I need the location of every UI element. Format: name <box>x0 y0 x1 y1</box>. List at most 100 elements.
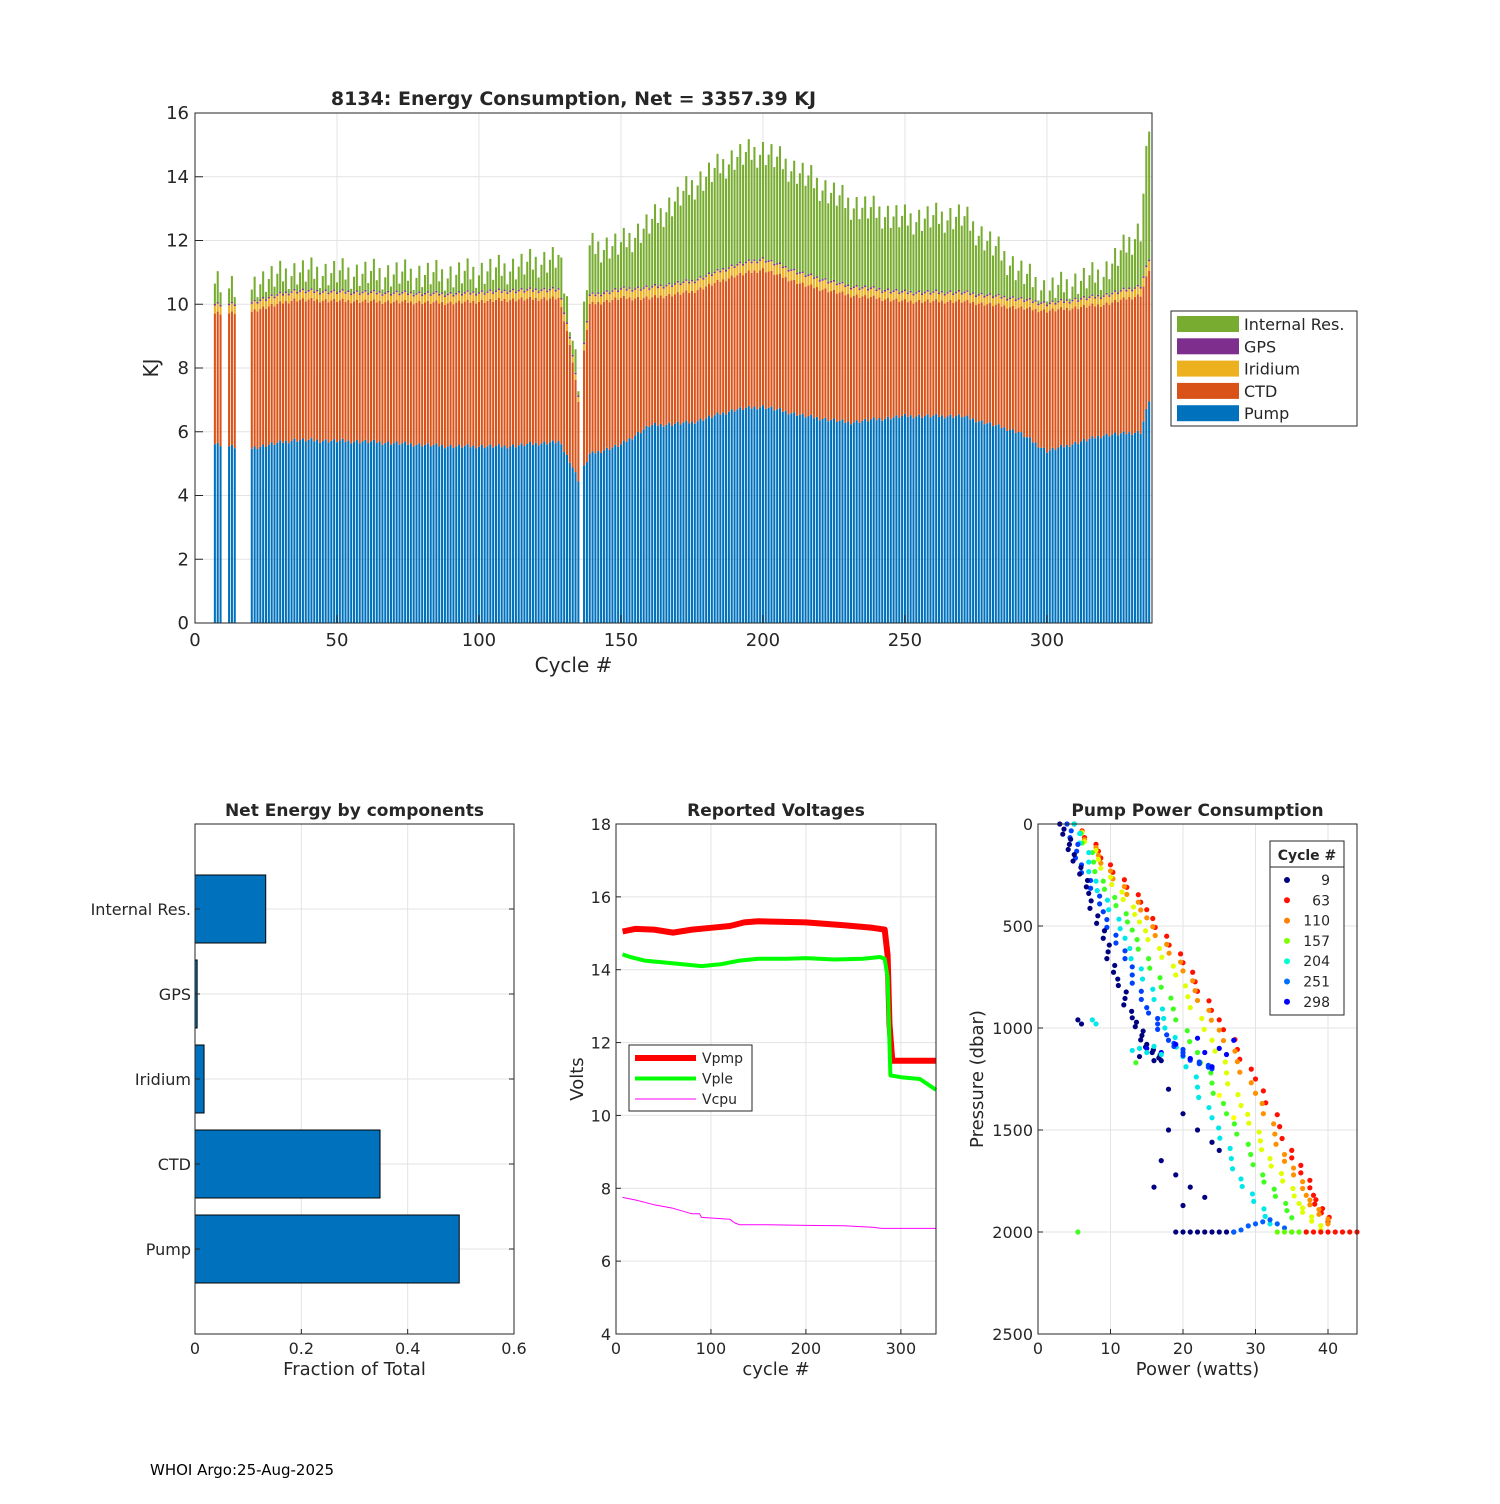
voltages-y-tick-label: 14 <box>591 961 611 980</box>
energy-bar-pump <box>881 420 884 623</box>
pump-point-diag_red <box>1274 1112 1280 1118</box>
energy-bar-ctd <box>455 302 458 447</box>
energy-bar-iridium <box>886 290 889 299</box>
energy-bar-pump <box>940 415 943 623</box>
energy-bar-iridium <box>824 279 827 289</box>
energy-bar-pump <box>1000 428 1003 623</box>
energy-bar-gps <box>1125 289 1128 292</box>
energy-bar-gps <box>489 289 492 291</box>
energy-bar-ctd <box>443 304 446 449</box>
energy-bar-ctd <box>1139 296 1142 434</box>
energy-bar-iridium <box>250 303 253 312</box>
energy-bar-ctd <box>353 301 356 442</box>
energy-bar-internal_res <box>503 263 506 290</box>
energy-bar-ctd <box>980 302 983 421</box>
pump-point-diag_navy <box>1087 905 1093 911</box>
energy-bar-iridium <box>909 292 912 301</box>
pump-point-bottom_navy <box>1173 1229 1179 1235</box>
energy-bar-internal_res <box>310 257 313 289</box>
pump-point-diag_green <box>1173 1017 1179 1023</box>
energy-bar-ctd <box>523 300 526 447</box>
energy-bar-gps <box>881 291 884 293</box>
energy-bar-iridium <box>980 294 983 303</box>
energy-bar-iridium <box>903 291 906 300</box>
energy-bar-ctd <box>617 299 620 447</box>
energy-bar-gps <box>540 289 543 292</box>
energy-bar-pump <box>611 447 614 623</box>
energy-bar-gps <box>506 292 509 294</box>
energy-bar-internal_res <box>892 216 895 291</box>
energy-bar-gps <box>602 292 605 295</box>
energy-bar-iridium <box>688 283 691 294</box>
energy-bar-gps <box>895 289 898 291</box>
pump-point-diag_green <box>1145 956 1152 962</box>
energy-bar-gps <box>389 293 392 296</box>
energy-bar-ctd <box>600 304 603 453</box>
voltages-title: Reported Voltages <box>687 801 865 821</box>
energy-bar-internal_res <box>787 181 790 270</box>
energy-bar-gps <box>1131 289 1134 292</box>
energy-bar-pump <box>989 422 992 623</box>
pump-point-diag_green <box>1245 1141 1251 1147</box>
energy-bar-pump <box>577 481 580 623</box>
pump-point-diag_navy <box>1065 846 1071 853</box>
pump-point-diag_cyan <box>1117 926 1123 932</box>
pump-point-diag_green <box>1260 1172 1266 1178</box>
energy-bar-ctd <box>634 298 637 436</box>
pump-point-diag_navy <box>1110 969 1117 975</box>
footer-text: WHOI Argo:25-Aug-2025 <box>150 1461 335 1479</box>
energy-bar-gps <box>577 395 580 398</box>
pump-point-diag_yellow <box>1156 945 1163 952</box>
energy-bar-gps <box>656 286 659 289</box>
pump-point-diag_orange <box>1150 924 1156 930</box>
energy-bar-iridium <box>543 289 546 298</box>
energy-legend-label: Pump <box>1244 404 1289 423</box>
energy-bar-iridium <box>409 293 412 302</box>
energy-bar-iridium <box>608 294 611 303</box>
energy-bar-iridium <box>722 269 725 280</box>
energy-bar-ctd <box>1074 306 1077 442</box>
voltages-y-tick-label: 12 <box>591 1034 611 1053</box>
pump-point-diag_cyan <box>1093 878 1099 884</box>
energy-bar-iridium <box>969 295 972 304</box>
energy-bar-pump <box>1139 433 1142 623</box>
energy-bar-ctd <box>827 292 830 422</box>
energy-bar-gps <box>418 291 421 294</box>
energy-bar-ctd <box>500 300 503 448</box>
energy-bar-pump <box>307 439 310 623</box>
pump-point-diag_cyan <box>1086 869 1092 875</box>
energy-bar-ctd <box>441 301 444 445</box>
energy-bar-pump <box>395 441 398 623</box>
pump-point-diag_navy <box>1140 1028 1146 1034</box>
energy-bar-gps <box>219 304 222 307</box>
pump-point-diag_blue <box>1113 940 1119 946</box>
energy-bar-pump <box>233 448 236 623</box>
pump-point-diag_green <box>1234 1131 1240 1137</box>
energy-bar-gps <box>716 268 719 271</box>
energy-bar-iridium <box>443 296 446 305</box>
energy-bar-iridium <box>270 295 273 304</box>
pump-point-diag_orange <box>1144 915 1150 921</box>
energy-bar-gps <box>526 289 529 291</box>
energy-bar-iridium <box>693 283 696 293</box>
pump-point-diag_green <box>1208 1070 1214 1076</box>
components-category-label: GPS <box>159 985 191 1004</box>
energy-bar-gps <box>849 287 853 290</box>
energy-bar-ctd <box>378 300 381 442</box>
pump-point-outlier_green <box>1075 1229 1081 1235</box>
energy-bar-gps <box>463 292 466 294</box>
energy-bar-pump <box>347 440 350 623</box>
energy-bar-ctd <box>404 299 407 442</box>
pump-point-bottom_navy <box>1187 1229 1193 1235</box>
energy-bar-ctd <box>707 283 711 416</box>
energy-bar-iridium <box>497 290 500 298</box>
pump-point-diag_green <box>1157 975 1163 981</box>
energy-bar-ctd <box>767 271 770 408</box>
energy-bar-internal_res <box>1102 276 1105 296</box>
energy-bar-pump <box>585 461 588 623</box>
energy-bar-gps <box>480 290 483 292</box>
pump-point-bottom_red <box>1303 1229 1309 1235</box>
energy-bar-internal_res <box>250 289 253 303</box>
energy-bar-gps <box>1014 299 1017 302</box>
energy-bar-ctd <box>583 350 586 466</box>
